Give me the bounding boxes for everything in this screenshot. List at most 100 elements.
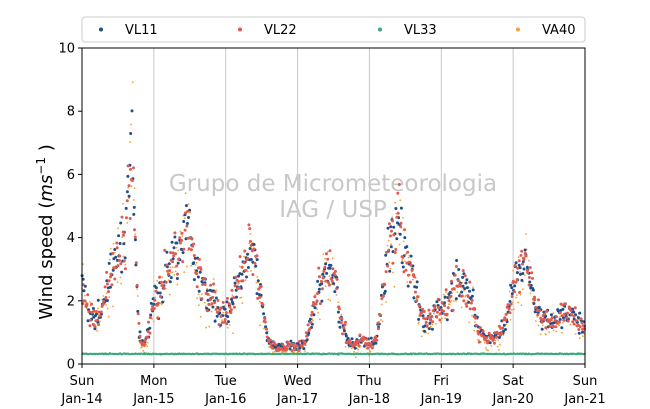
- data-point-vl22: [396, 211, 400, 215]
- data-point-vl11: [168, 280, 172, 284]
- data-point-vl22: [404, 268, 408, 272]
- data-point-vl22: [538, 309, 541, 313]
- data-point-va40: [189, 211, 192, 214]
- data-point-vl22: [215, 310, 219, 314]
- data-point-vl11: [521, 272, 525, 275]
- data-point-vl11: [324, 262, 328, 266]
- data-point-vl22: [553, 319, 557, 322]
- data-point-vl22: [192, 242, 196, 246]
- data-point-vl11: [126, 174, 130, 178]
- data-point-vl22: [323, 265, 327, 269]
- data-point-vl22: [88, 324, 92, 328]
- data-point-vl22: [290, 349, 294, 352]
- data-point-va40: [337, 301, 340, 304]
- data-point-va40: [380, 303, 383, 306]
- data-point-vl22: [281, 343, 285, 346]
- data-point-va40: [387, 239, 390, 242]
- data-point-va40: [120, 282, 122, 285]
- data-point-vl11: [302, 347, 306, 351]
- data-point-vl22: [203, 277, 207, 280]
- data-point-vl22: [128, 217, 132, 220]
- data-point-vl11: [463, 287, 467, 291]
- data-point-vl22: [216, 299, 220, 302]
- data-point-vl22: [536, 313, 540, 317]
- data-point-va40: [490, 345, 493, 347]
- data-point-vl22: [563, 302, 567, 306]
- y-axis-label-unit: ms: [36, 175, 57, 202]
- data-point-va40: [136, 295, 139, 297]
- data-point-vl22: [330, 279, 334, 283]
- data-point-vl22: [579, 317, 583, 321]
- data-point-vl22: [546, 318, 550, 322]
- data-point-va40: [304, 350, 306, 352]
- data-point-vl11: [218, 311, 222, 315]
- data-point-vl22: [445, 312, 449, 316]
- data-point-vl22: [566, 311, 569, 315]
- data-point-vl22: [178, 241, 182, 245]
- data-point-vl11: [125, 190, 129, 194]
- data-point-vl22: [221, 300, 225, 304]
- data-point-va40: [385, 301, 387, 303]
- data-point-va40: [107, 315, 110, 318]
- data-point-vl11: [398, 232, 402, 236]
- data-point-vl22: [115, 241, 119, 245]
- data-point-vl22: [565, 316, 569, 320]
- data-point-vl22: [183, 228, 187, 232]
- data-point-va40: [293, 351, 295, 354]
- data-point-vl22: [474, 323, 478, 327]
- data-point-va40: [561, 331, 563, 334]
- data-point-vl11: [111, 268, 115, 272]
- data-point-va40: [459, 292, 461, 295]
- data-point-vl22: [320, 280, 323, 283]
- data-point-vl22: [213, 301, 217, 305]
- data-point-vl22: [142, 343, 146, 347]
- data-point-va40: [577, 318, 580, 321]
- data-point-vl11: [328, 266, 332, 270]
- data-point-vl22: [486, 339, 490, 343]
- y-axis-label: Wind speed (ms−1 ): [34, 144, 57, 319]
- data-point-vl22: [244, 268, 248, 272]
- data-point-va40: [161, 276, 164, 278]
- data-point-vl11: [196, 275, 200, 279]
- data-point-vl22: [573, 306, 577, 310]
- data-point-vl22: [123, 267, 127, 271]
- data-point-vl11: [430, 327, 434, 331]
- data-point-vl22: [322, 269, 326, 273]
- data-point-vl11: [105, 279, 109, 283]
- data-point-vl22: [533, 298, 537, 302]
- data-point-vl11: [200, 280, 204, 284]
- data-point-vl22: [265, 335, 269, 339]
- data-point-vl11: [471, 288, 475, 292]
- data-point-va40: [516, 294, 518, 296]
- data-point-vl11: [82, 289, 86, 293]
- data-point-vl22: [255, 254, 259, 258]
- data-point-vl22: [399, 225, 403, 228]
- data-point-vl22: [550, 316, 554, 320]
- data-point-va40: [324, 285, 327, 288]
- data-point-va40: [173, 274, 176, 276]
- data-point-vl11: [384, 253, 388, 257]
- data-point-vl22: [465, 304, 469, 308]
- data-point-va40: [99, 320, 101, 323]
- data-point-vl11: [152, 302, 156, 306]
- data-point-vl11: [231, 302, 235, 306]
- data-point-va40: [512, 269, 515, 272]
- data-point-va40: [136, 288, 138, 290]
- data-point-vl33: [255, 352, 258, 356]
- data-point-vl22: [574, 319, 578, 323]
- data-point-vl22: [263, 320, 267, 324]
- data-point-va40: [186, 265, 188, 268]
- data-point-vl22: [85, 302, 89, 306]
- data-point-va40: [519, 293, 522, 296]
- data-point-vl11: [117, 234, 121, 238]
- data-point-vl22: [237, 286, 241, 290]
- data-point-vl11: [461, 275, 465, 279]
- data-point-vl22: [241, 279, 245, 283]
- y-tick-label: 2: [67, 294, 75, 309]
- data-point-vl22: [180, 238, 183, 242]
- data-point-vl22: [494, 335, 498, 339]
- data-point-va40: [167, 279, 170, 282]
- data-point-vl22: [477, 340, 481, 344]
- data-point-vl11: [264, 325, 268, 329]
- data-point-vl22: [470, 298, 474, 302]
